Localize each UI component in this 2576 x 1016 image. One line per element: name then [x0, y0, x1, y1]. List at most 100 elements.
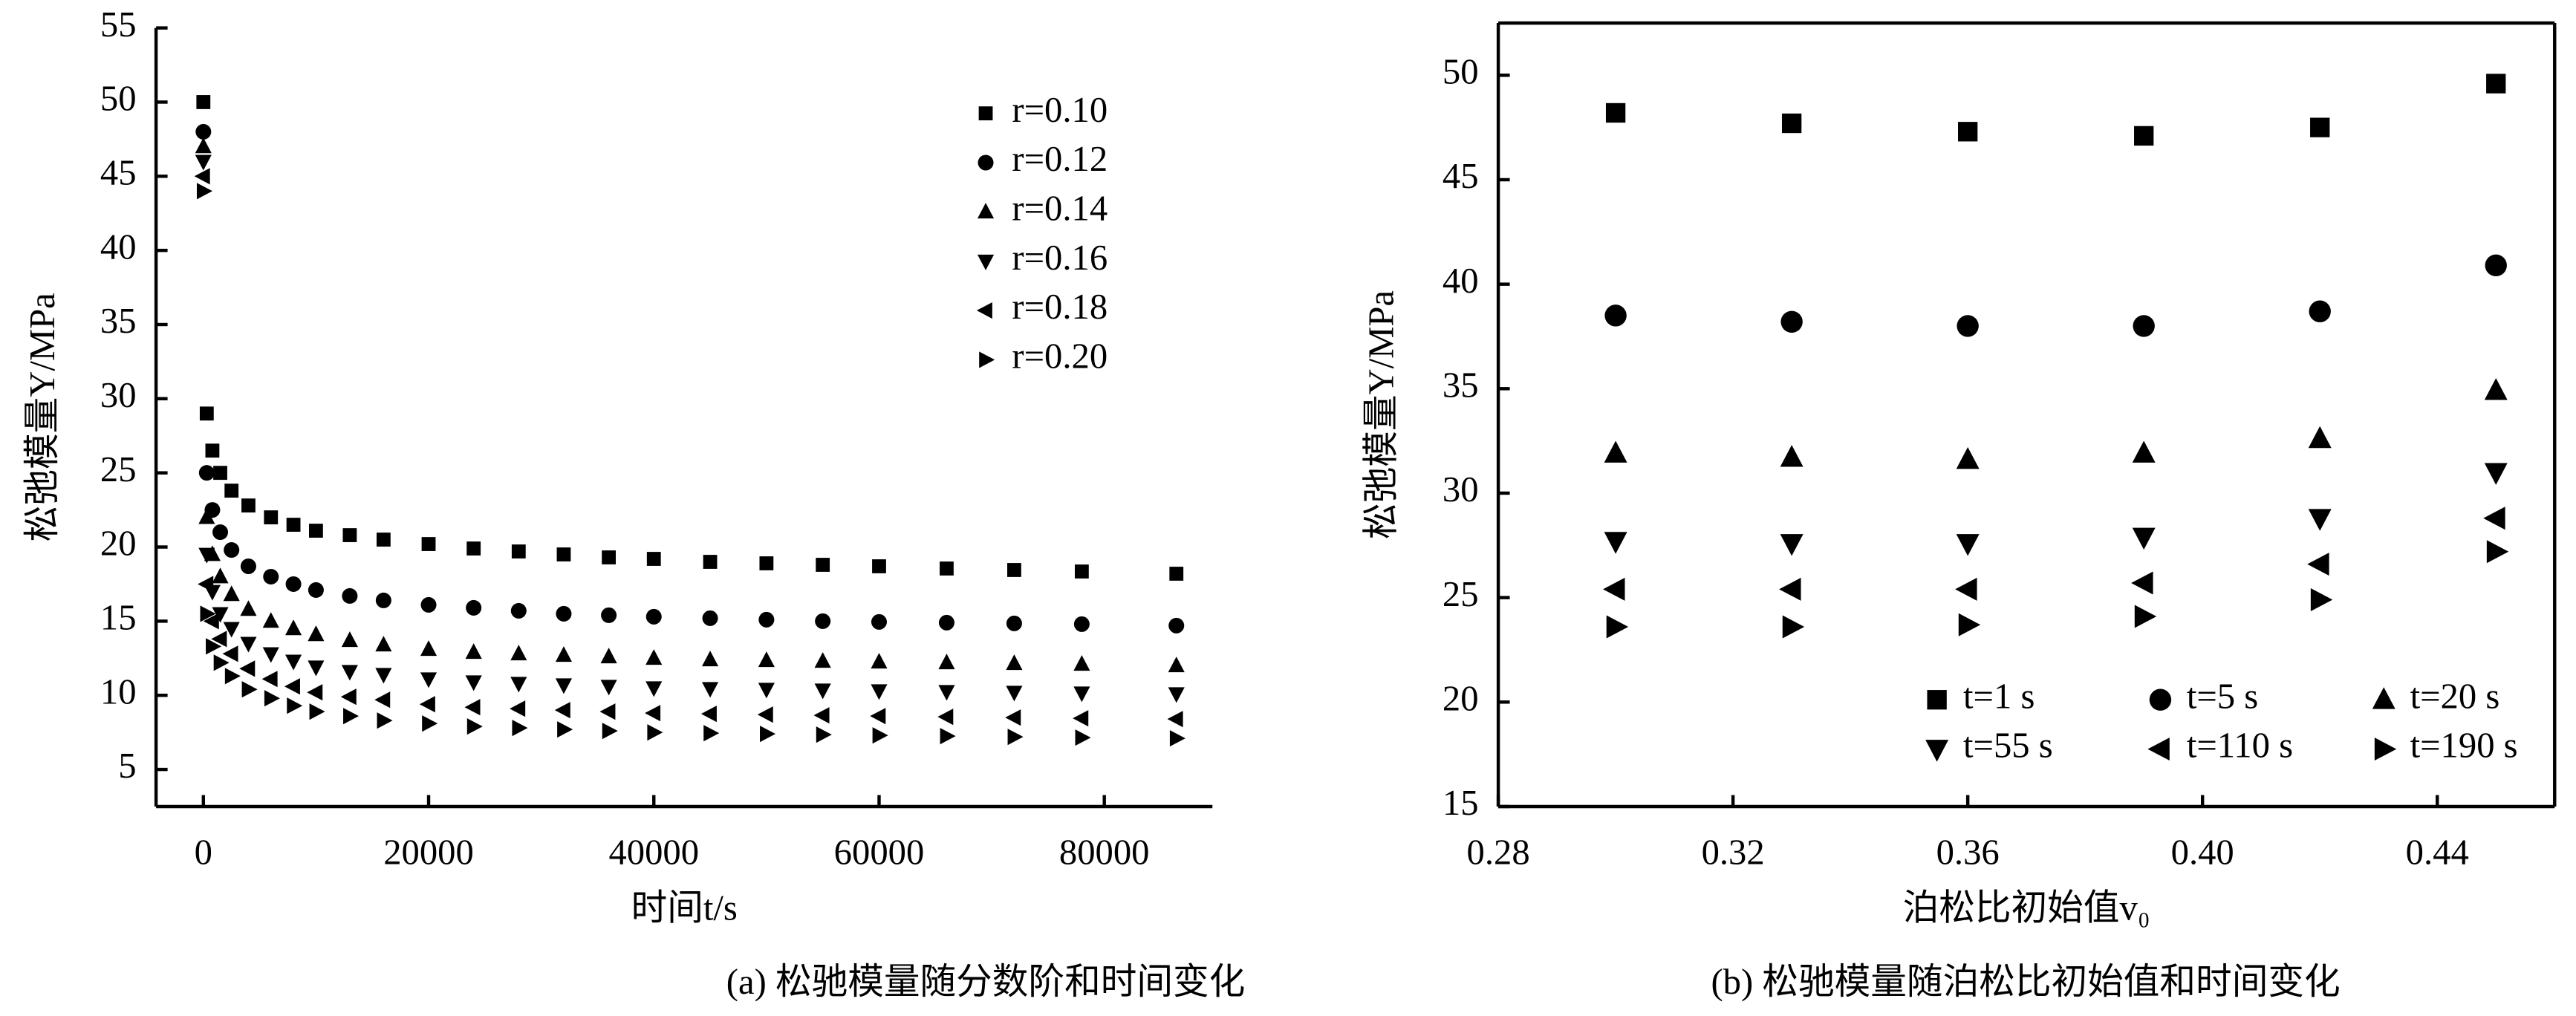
- x-tick-label: 40000: [608, 833, 699, 873]
- marker: [342, 587, 358, 604]
- marker: [213, 466, 227, 481]
- y-tick-label: 15: [1443, 783, 1479, 823]
- marker: [308, 582, 324, 598]
- marker: [759, 556, 774, 570]
- marker: [816, 558, 830, 572]
- marker: [466, 718, 483, 735]
- marker: [466, 599, 482, 616]
- y-tick-label: 45: [100, 152, 137, 192]
- marker: [938, 685, 955, 701]
- y-tick-label: 15: [100, 598, 137, 638]
- marker: [1925, 740, 1949, 762]
- marker: [2147, 737, 2170, 761]
- marker: [1779, 577, 1801, 601]
- marker: [703, 725, 720, 742]
- marker: [510, 677, 527, 693]
- marker: [556, 547, 571, 561]
- marker: [1169, 567, 1184, 581]
- marker: [1958, 613, 1981, 636]
- y-tick-label: 5: [118, 746, 136, 786]
- x-tick-label: 0.32: [1702, 833, 1765, 873]
- marker: [464, 699, 481, 716]
- y-tick-label: 55: [100, 4, 137, 45]
- marker: [1168, 687, 1185, 703]
- marker: [1006, 654, 1023, 671]
- marker: [285, 619, 302, 636]
- marker: [760, 726, 776, 743]
- marker: [263, 568, 279, 584]
- marker: [1005, 709, 1021, 726]
- y-tick-label: 50: [1443, 51, 1479, 91]
- marker: [599, 703, 616, 720]
- marker: [1075, 729, 1091, 746]
- y-tick-label: 30: [1443, 469, 1479, 509]
- marker: [1927, 690, 1947, 710]
- marker: [206, 638, 222, 655]
- marker: [1956, 534, 1980, 556]
- marker: [2131, 571, 2153, 595]
- x-tick-label: 60000: [834, 833, 925, 873]
- marker: [420, 640, 438, 657]
- y-tick-label: 25: [100, 449, 137, 489]
- marker: [1604, 305, 1627, 327]
- marker: [375, 636, 392, 652]
- legend-label: t=190 s: [2410, 726, 2518, 766]
- marker: [940, 561, 954, 576]
- marker: [1780, 534, 1803, 556]
- marker: [814, 683, 831, 700]
- marker: [308, 660, 325, 677]
- marker: [308, 625, 325, 642]
- marker: [1169, 730, 1185, 747]
- y-axis-label: 松弛模量Y/MPa: [22, 293, 62, 541]
- marker: [466, 541, 481, 556]
- marker: [2132, 440, 2156, 463]
- marker: [2372, 687, 2396, 709]
- marker: [2308, 426, 2332, 449]
- marker: [600, 648, 617, 664]
- marker: [421, 537, 436, 551]
- marker: [198, 465, 215, 481]
- marker: [1603, 577, 1625, 601]
- marker: [645, 705, 661, 722]
- marker: [979, 351, 995, 368]
- marker: [1605, 102, 1626, 123]
- marker: [940, 728, 956, 745]
- marker: [645, 681, 663, 697]
- marker: [700, 706, 717, 723]
- marker: [374, 691, 391, 709]
- marker: [600, 680, 617, 696]
- y-tick-label: 25: [1443, 574, 1479, 614]
- marker: [287, 697, 303, 714]
- marker: [814, 652, 831, 668]
- marker: [1073, 655, 1090, 671]
- marker: [211, 631, 227, 648]
- legend-label: t=1 s: [1963, 676, 2035, 716]
- marker: [264, 690, 280, 707]
- marker: [871, 613, 887, 630]
- marker: [1955, 577, 1977, 601]
- marker: [376, 533, 391, 547]
- marker: [203, 613, 219, 630]
- marker: [343, 708, 360, 725]
- marker: [702, 651, 719, 667]
- marker: [309, 703, 325, 720]
- marker: [264, 510, 279, 524]
- marker: [870, 708, 886, 725]
- marker: [240, 636, 257, 653]
- x-tick-label: 0.44: [2406, 833, 2469, 873]
- marker: [377, 712, 393, 729]
- legend-label: r=0.18: [1012, 287, 1108, 327]
- marker: [241, 498, 256, 513]
- legend-label: r=0.14: [1012, 189, 1108, 229]
- marker: [200, 605, 216, 622]
- marker: [224, 542, 240, 559]
- marker: [602, 550, 617, 564]
- marker: [309, 524, 323, 538]
- marker: [2310, 117, 2330, 137]
- marker: [2309, 300, 2331, 322]
- marker: [240, 558, 256, 574]
- marker: [977, 203, 995, 219]
- marker: [1073, 686, 1090, 703]
- marker: [213, 654, 230, 671]
